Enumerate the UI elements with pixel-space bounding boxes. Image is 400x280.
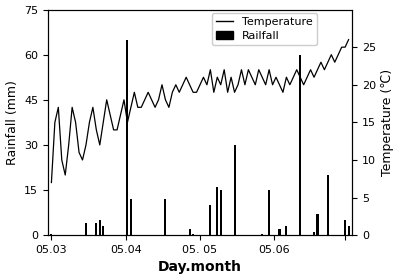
Bar: [344, 220, 346, 235]
Bar: [234, 145, 236, 235]
Bar: [261, 234, 263, 235]
Bar: [316, 214, 318, 235]
Bar: [313, 232, 315, 235]
Y-axis label: Temperature (℃): Temperature (℃): [382, 69, 394, 176]
Bar: [268, 190, 270, 235]
Legend: Temperature, Railfall: Temperature, Railfall: [212, 13, 317, 45]
Bar: [285, 226, 288, 235]
Bar: [299, 55, 301, 235]
Bar: [192, 234, 194, 235]
Bar: [188, 229, 191, 235]
Bar: [216, 187, 218, 235]
Bar: [164, 199, 166, 235]
Bar: [95, 223, 97, 235]
Bar: [85, 223, 87, 235]
Bar: [209, 205, 212, 235]
Bar: [126, 40, 128, 235]
Bar: [348, 226, 350, 235]
Bar: [220, 190, 222, 235]
Y-axis label: Rainfall (mm): Rainfall (mm): [6, 80, 18, 165]
Bar: [327, 175, 329, 235]
Bar: [99, 220, 101, 235]
Bar: [102, 226, 104, 235]
Bar: [278, 229, 280, 235]
Bar: [50, 234, 52, 235]
Bar: [130, 199, 132, 235]
X-axis label: Day.month: Day.month: [158, 260, 242, 274]
